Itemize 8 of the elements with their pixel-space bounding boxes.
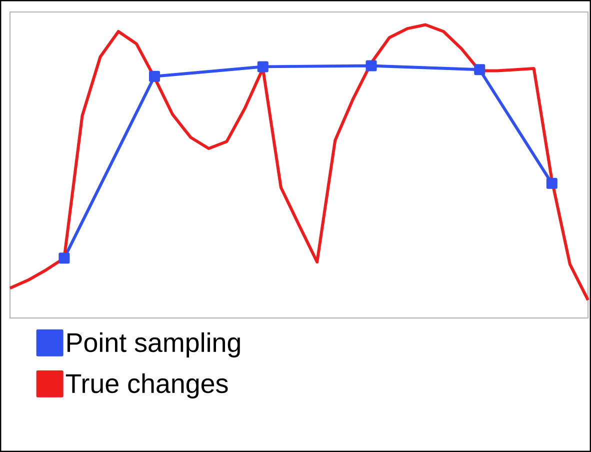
point [257,61,268,72]
point [366,60,377,72]
point [546,178,558,189]
legend-label: Point sampling [68,332,240,358]
point [58,252,70,264]
legend-label: True changes [66,373,228,398]
point [149,70,160,82]
point [474,64,486,76]
